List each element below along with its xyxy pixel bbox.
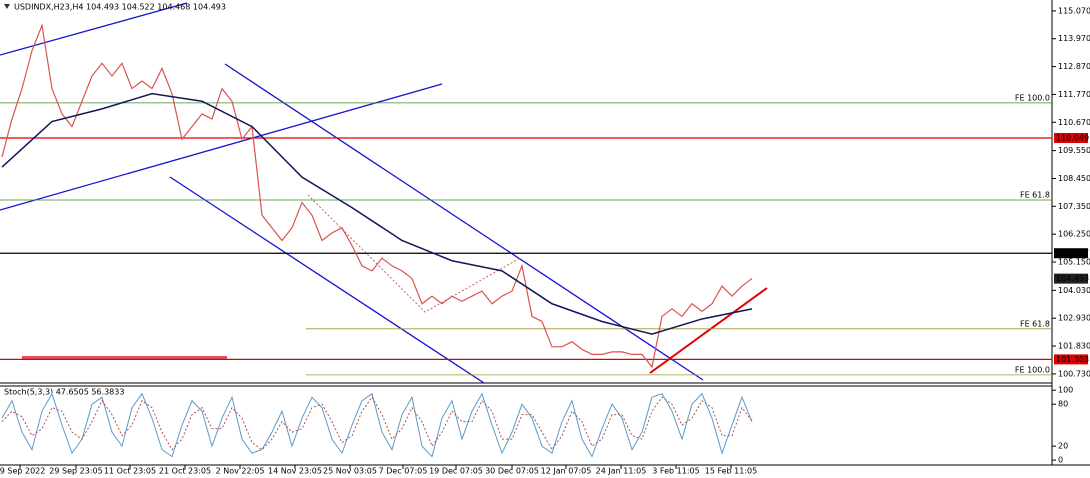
y-tick-label: 106.250 [1058, 230, 1090, 239]
y-tick-label: 108.450 [1058, 174, 1090, 183]
x-tick-label: 12 Jan 07:05 [541, 467, 592, 476]
x-tick-label: 7 Dec 07:05 [379, 467, 428, 476]
x-tick-label: 24 Jan 11:05 [596, 467, 647, 476]
level-box [1054, 132, 1088, 143]
icon [4, 4, 10, 9]
stoch-tick-label: 80 [1058, 400, 1068, 409]
x-tick-label: 21 Oct 23:05 [159, 467, 211, 476]
header: USDINDX,H23,H4 104.493 104.522 104.468 1… [14, 3, 226, 12]
y-tick-label: 109.550 [1058, 146, 1090, 155]
y-tick-label: 107.350 [1058, 202, 1090, 211]
x-tick-label: 30 Dec 07:05 [485, 467, 539, 476]
fibo-label: FE 61.8 [1020, 190, 1050, 199]
level-label: 104.493 [1056, 274, 1089, 283]
x-tick-label: 2 Nov 22:05 [216, 467, 265, 476]
stoch-k [1, 392, 753, 458]
level-label: 110.049 [1056, 133, 1089, 142]
x-tick-label: 25 Nov 03:05 [323, 467, 377, 476]
stoch-tick-label: 0 [1058, 456, 1063, 465]
stoch-label: Stoch(5,3,3) 47.6505 56.3833 [4, 388, 124, 397]
y-tick-label: 110.670 [1058, 118, 1090, 127]
y-tick-label: 113.970 [1058, 34, 1090, 43]
y-tick-label: 105.150 [1058, 257, 1090, 266]
level-box [1054, 273, 1088, 284]
fibo-label: FE 61.8 [1020, 319, 1050, 328]
y-tick-label: 112.870 [1058, 62, 1090, 71]
stoch-tick-label: 20 [1058, 442, 1068, 451]
fibo-label: FE 100.0 [1015, 365, 1050, 374]
y-tick-label: 111.770 [1058, 90, 1090, 99]
fibo-label: FE 100.0 [1015, 93, 1050, 102]
fibo-path [307, 194, 521, 313]
y-tick-label: 102.930 [1058, 314, 1090, 323]
x-tick-label: 19 Sep 2022 [0, 467, 45, 476]
y-tick-label: 100.730 [1058, 369, 1090, 378]
y-tick-label: 101.830 [1058, 342, 1090, 351]
x-tick-label: 11 Oct 23:05 [104, 467, 156, 476]
level-label: 101.303 [1056, 355, 1089, 364]
y-tick-label: 115.070 [1058, 6, 1090, 15]
stoch-d [1, 396, 753, 451]
trend-line [0, 83, 443, 211]
x-tick-label: 3 Feb 11:05 [652, 467, 699, 476]
y-tick-label: 104.030 [1058, 286, 1090, 295]
price-line [1, 23, 753, 369]
stoch-tick-label: 100 [1058, 386, 1073, 395]
level-box [1054, 248, 1088, 259]
trend-line [0, 2, 188, 56]
level-box [1054, 354, 1088, 365]
level-label: 105.497 [1056, 249, 1089, 258]
channel-line [169, 176, 485, 384]
x-tick-label: 14 Nov 23:05 [268, 467, 322, 476]
x-tick-label: 15 Feb 11:05 [705, 467, 757, 476]
x-tick-label: 29 Sep 23:05 [49, 467, 102, 476]
moving-average [1, 92, 753, 335]
x-tick-label: 19 Dec 07:05 [429, 467, 483, 476]
